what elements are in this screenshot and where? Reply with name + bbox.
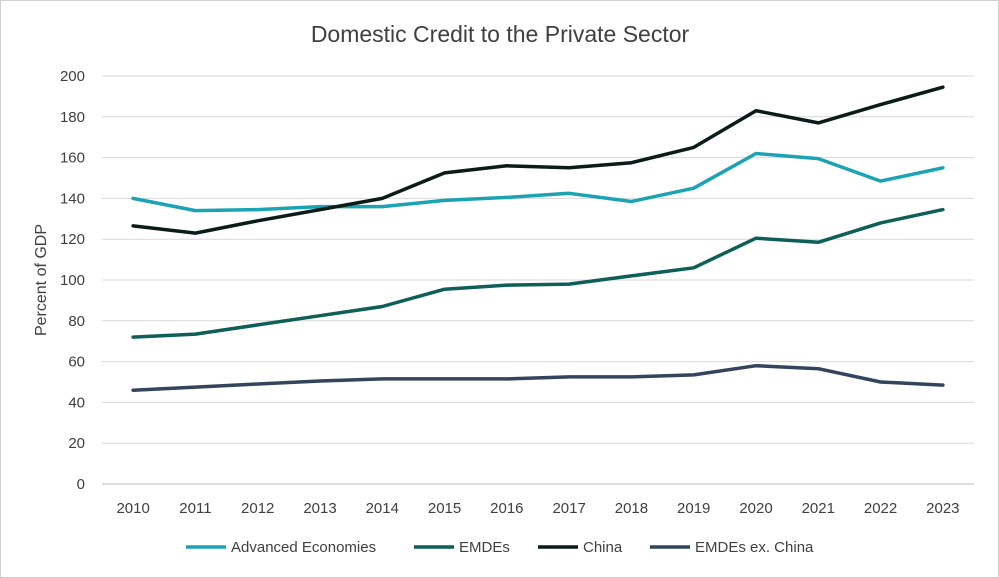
legend: Advanced Economies EMDEs China EMDEs ex. Ch… — [186, 539, 814, 556]
x-tick-label: 2013 — [303, 500, 336, 517]
y-axis-label: Percent of GDP — [33, 224, 50, 336]
y-tick-label: 40 — [68, 394, 85, 411]
x-tick-label: 2020 — [739, 500, 772, 517]
y-tick-label: 80 — [68, 313, 85, 330]
legend-label: EMDEs — [459, 539, 510, 556]
x-tick-label: 2011 — [179, 500, 211, 517]
x-tick-label: 2016 — [490, 500, 523, 517]
y-tick-label: 140 — [60, 190, 85, 207]
legend-label: China — [583, 539, 623, 556]
x-axis-ticks: 2010 2011 2012 2013 2014 2015 2016 2017 2018 2019… — [116, 500, 959, 517]
series-lines — [131, 85, 945, 392]
x-tick-label: 2019 — [677, 500, 710, 517]
legend-label: Advanced Economies — [231, 539, 376, 556]
y-tick-label: 200 — [60, 68, 85, 85]
y-tick-label: 160 — [60, 150, 85, 167]
y-axis-ticks: 0 20 40 60 80 100 120 140 160 180 200 — [60, 68, 85, 493]
y-tick-label: 120 — [60, 231, 85, 248]
y-tick-label: 20 — [68, 435, 85, 452]
x-tick-label: 2023 — [926, 500, 959, 517]
gridlines — [102, 75, 974, 485]
y-tick-label: 100 — [60, 272, 85, 289]
series-line-emdes — [131, 207, 945, 339]
chart-title: Domestic Credit to the Private Sector — [311, 21, 690, 47]
y-tick-label: 180 — [60, 109, 85, 126]
series-line-advanced-economies — [131, 151, 945, 213]
x-tick-label: 2015 — [428, 500, 461, 517]
x-tick-label: 2021 — [802, 500, 835, 517]
y-tick-label: 60 — [68, 354, 85, 371]
x-tick-label: 2017 — [552, 500, 585, 517]
x-tick-label: 2012 — [241, 500, 274, 517]
y-tick-label: 0 — [77, 476, 85, 493]
series-line-emdes-ex-china — [131, 363, 945, 392]
x-tick-label: 2014 — [366, 500, 399, 517]
x-tick-label: 2018 — [615, 500, 648, 517]
x-tick-label: 2010 — [116, 500, 149, 517]
x-tick-label: 2022 — [864, 500, 897, 517]
legend-label: EMDEs ex. China — [695, 539, 814, 556]
series-line-china — [131, 85, 945, 235]
